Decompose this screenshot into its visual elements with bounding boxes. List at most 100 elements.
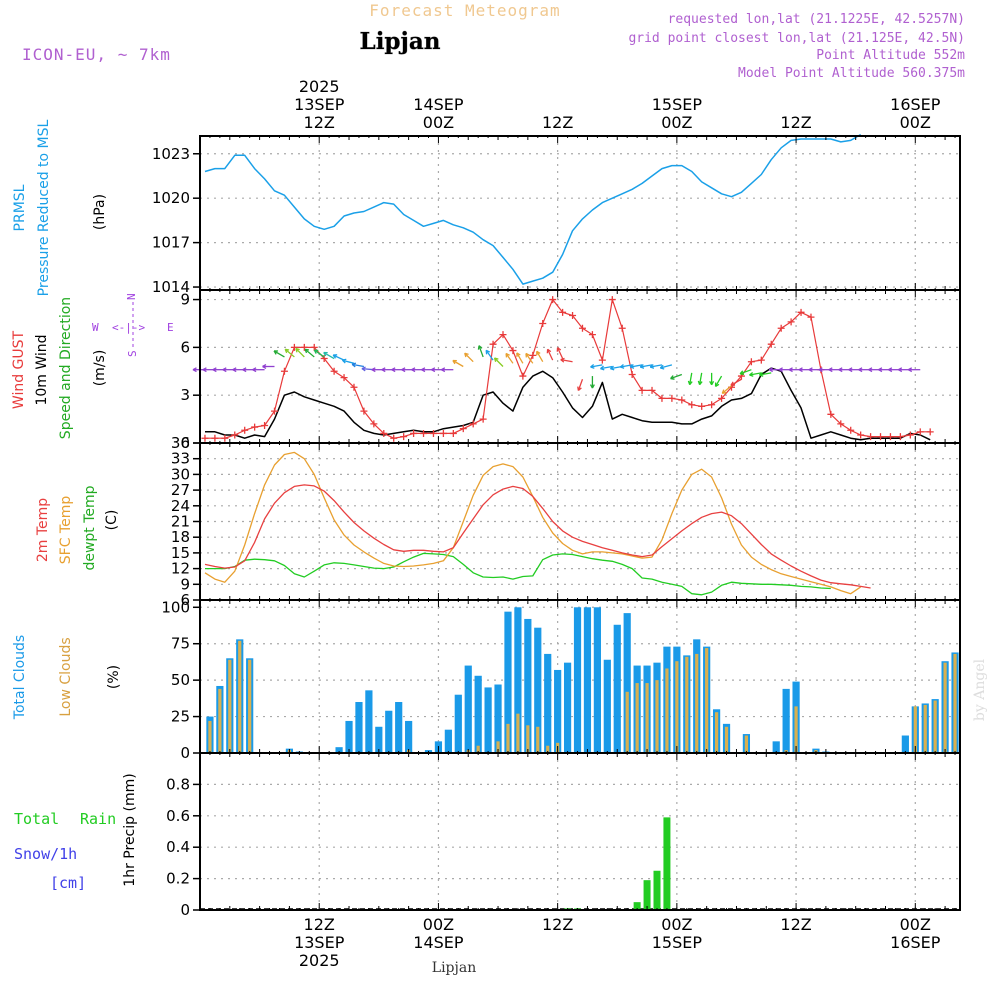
gust-marker [628, 370, 636, 378]
wind-arrow-head [739, 370, 745, 376]
ytick-label: 36 [171, 434, 190, 452]
low-cloud-bar [933, 700, 937, 753]
model-altitude: Model Point Altitude 560.375m [738, 66, 965, 81]
point-altitude: Point Altitude 552m [816, 48, 965, 63]
wind-arrow-head [192, 367, 197, 373]
gust-marker [449, 429, 457, 437]
wind-arrow-head [332, 354, 338, 359]
total-cloud-bar [573, 607, 582, 753]
gust-marker [847, 426, 855, 434]
wind-arrow-head [828, 367, 833, 373]
wind-arrow [659, 364, 673, 370]
gust-marker [340, 374, 348, 382]
ytick-label: 3 [180, 386, 190, 404]
wind-arrow-head [868, 367, 873, 373]
ytick-label: 30 [171, 465, 190, 483]
panel-frame-1 [199, 135, 961, 291]
wind-arrow [441, 367, 454, 373]
ytick-label: 9 [180, 575, 190, 593]
gust-marker [251, 423, 259, 431]
wind-arrow-head [577, 386, 582, 392]
low-cloud-bar [496, 741, 500, 753]
wind-arrow [649, 363, 663, 369]
wind-arrow [525, 352, 534, 364]
gust-marker [380, 429, 388, 437]
data-layer [192, 133, 960, 910]
low-cloud-bar [506, 723, 510, 753]
total-cloud-bar [375, 726, 383, 753]
total-clouds-label: Total Clouds [12, 635, 28, 720]
wind-arrow-head [212, 367, 217, 373]
wind-arrow [556, 347, 564, 359]
wind-arrow [332, 354, 345, 361]
gust-marker [886, 433, 894, 441]
wind-arrow [714, 375, 723, 388]
low-cloud-bar [695, 653, 699, 753]
compass-s: S [126, 350, 139, 357]
ytick-label: 0 [180, 901, 190, 919]
gust-marker [906, 431, 914, 439]
rain-bar [633, 902, 641, 910]
wind-arrow-shaft [577, 379, 584, 391]
total-cloud-bar [554, 669, 562, 753]
wind-arrow-head [788, 367, 793, 373]
time-label: 00Z [661, 915, 692, 934]
time-label: 15SEP [652, 933, 703, 952]
compass-arrows: <-|-> [112, 321, 145, 334]
wind-arrow-shaft [660, 364, 673, 369]
gust-marker [916, 428, 924, 436]
sfctemp-label: SFC Temp [58, 496, 74, 565]
total-cloud-bar [603, 659, 611, 753]
wind-arrow-shaft [525, 353, 534, 364]
gust-marker [668, 394, 676, 402]
time-label: 12Z [304, 915, 335, 934]
wind-arrow [639, 363, 653, 369]
gust-marker [479, 415, 487, 423]
wind-arrow [252, 367, 265, 373]
wind-arrow-head [431, 367, 436, 373]
low-cloud-bar [625, 691, 629, 753]
wind-arrow-head [730, 381, 736, 386]
gust-marker [578, 324, 586, 332]
compass-w: W [92, 321, 99, 334]
wind-arrow-head [639, 363, 645, 369]
total-cloud-bar [583, 607, 592, 753]
ytick-label: 9 [180, 291, 190, 309]
wind-arrow [546, 348, 554, 361]
wind-arrow-shaft [698, 372, 703, 385]
wind-arrow [619, 363, 633, 369]
gust-marker [618, 324, 626, 332]
wind-arrow-shaft [600, 365, 613, 370]
wind-arrow-head [768, 367, 773, 373]
wind-arrow-head [759, 371, 764, 377]
dewpt-label: dewpt Temp [82, 485, 98, 570]
gust-marker [330, 367, 338, 375]
legend-total: Total [14, 810, 59, 828]
wind-arrow-head [629, 363, 635, 369]
total-cloud-bar [514, 607, 522, 753]
gust-marker [439, 429, 447, 437]
low-cloud-bar [744, 735, 749, 753]
ytick-label: 1023 [152, 145, 190, 163]
wind-arrow [464, 352, 474, 363]
wind-arrow-head [284, 348, 290, 354]
wind-arrow-head [371, 367, 376, 373]
wind-arrow [323, 351, 335, 360]
wind-arrow-shaft [749, 372, 762, 376]
gust-marker [827, 410, 835, 418]
wind-arrow-shaft [485, 349, 494, 361]
total-cloud-bar [772, 741, 780, 753]
wind-arrow-shaft [516, 352, 524, 364]
gust-marker [569, 312, 577, 319]
gust-marker [519, 372, 527, 380]
gust-marker [271, 407, 279, 415]
wind-arrow-head [341, 358, 347, 364]
gust-marker [857, 431, 865, 439]
legend-rain: Rain [80, 810, 116, 828]
wind-arrow-head [313, 349, 319, 354]
hpa-unit-label: (hPa) [92, 194, 108, 230]
requested-coords: requested lon,lat (21.1225E, 42.5257N) [668, 12, 965, 27]
ytick-label: 100 [161, 598, 190, 616]
wind-arrow-shaft [332, 354, 345, 361]
